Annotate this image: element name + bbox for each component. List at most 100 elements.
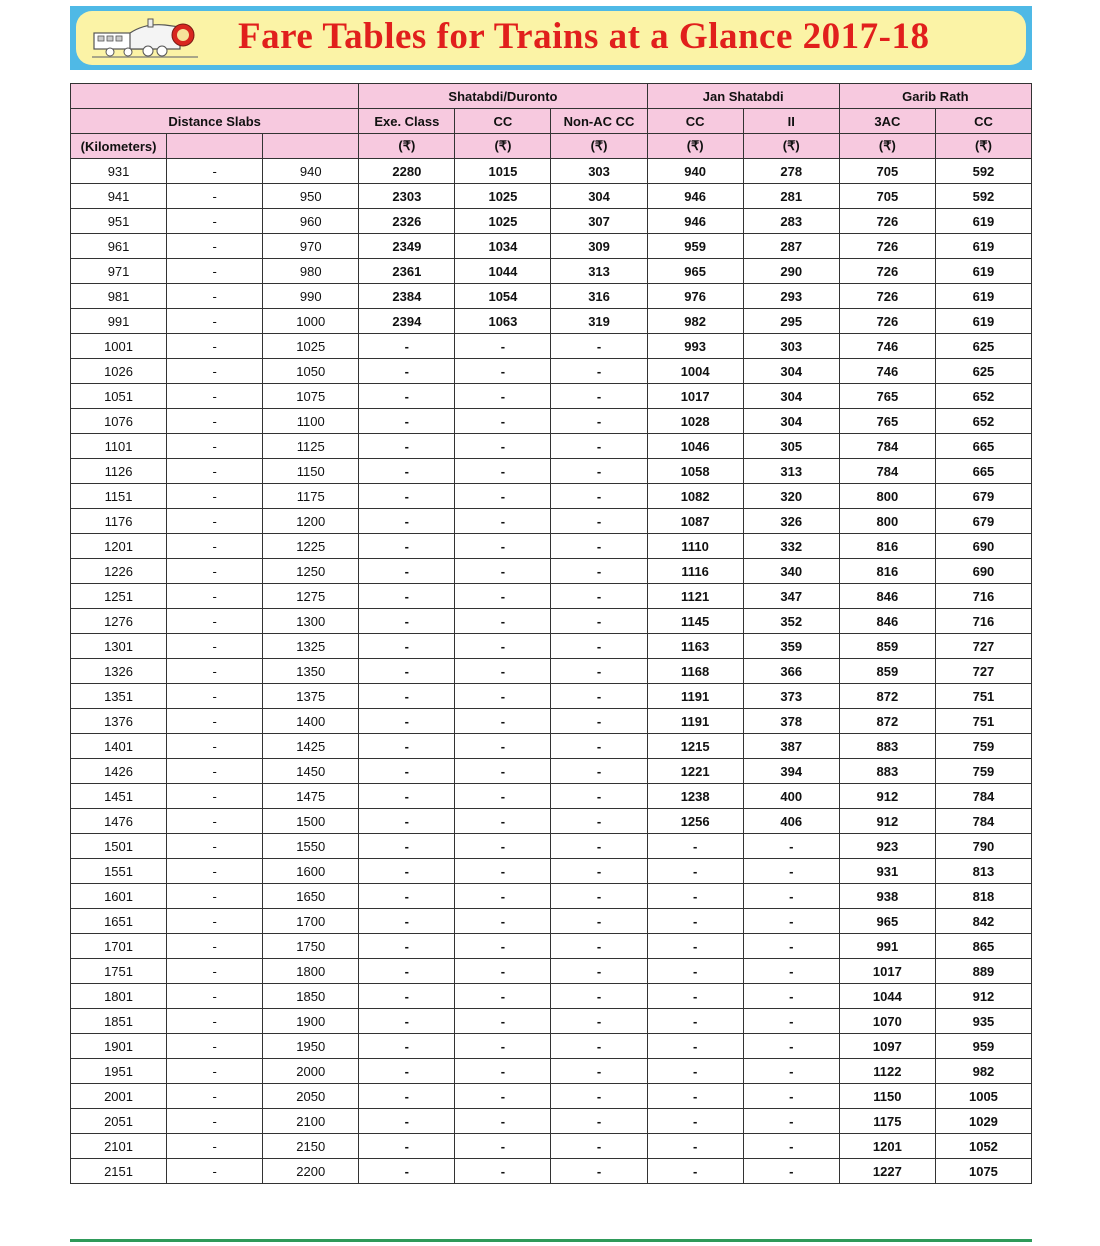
range-dash: - (166, 533, 264, 559)
shatabdi-cc-cell: - (454, 783, 552, 809)
table-row: 1201-1225- - -1110 332 816 690 (69, 533, 1033, 559)
shatabdi-cc-cell: 1025 (454, 208, 552, 234)
from-km-cell: 1701 (69, 933, 168, 959)
to-km-cell: 1450 (262, 758, 360, 784)
shatabdi-exe-cell: - (358, 708, 456, 734)
shatabdi-cc-cell: - (454, 433, 552, 459)
table-row: 1351-1375- - -1191 373 872 751 (69, 683, 1033, 709)
range-dash: - (166, 508, 264, 534)
from-km-cell: 1176 (69, 508, 168, 534)
garib-3ac-cell: 1150 (838, 1083, 936, 1109)
table-row: 1426-1450- - -1221 394 883 759 (69, 758, 1033, 784)
shatabdi-nonac-cc-cell: - (550, 408, 648, 434)
jan-ii-cell: 320 (742, 483, 840, 509)
jan-cc-cell: 976 (646, 283, 744, 309)
shatabdi-nonac-cc-cell: - (550, 658, 648, 684)
jan-cc-cell: 1168 (646, 658, 744, 684)
jan-ii-cell: 290 (742, 258, 840, 284)
garib-cc-cell: 679 (934, 483, 1033, 509)
shatabdi-cc-cell: 1015 (454, 158, 552, 184)
range-dash: - (166, 383, 264, 409)
class-header: CC (646, 108, 744, 134)
garib-cc-cell: 1029 (934, 1108, 1033, 1134)
range-dash: - (166, 808, 264, 834)
shatabdi-exe-cell: - (358, 933, 456, 959)
garib-cc-cell: 625 (934, 333, 1033, 359)
shatabdi-nonac-cc-cell: 313 (550, 258, 648, 284)
from-km-cell: 1326 (69, 658, 168, 684)
table-row: 1001-1025- - -993 303 746 625 (69, 333, 1033, 359)
jan-cc-cell: - (646, 1083, 744, 1109)
from-km-cell: 1426 (69, 758, 168, 784)
shatabdi-nonac-cc-cell: - (550, 708, 648, 734)
table-row: 1751-1800- - - - -1017 889 (69, 958, 1033, 984)
from-km-cell: 1001 (69, 333, 168, 359)
jan-cc-cell: 1256 (646, 808, 744, 834)
from-km-cell: 961 (69, 233, 168, 259)
shatabdi-exe-cell: 2394 (358, 308, 456, 334)
shatabdi-nonac-cc-cell: - (550, 533, 648, 559)
shatabdi-exe-cell: - (358, 358, 456, 384)
from-km-cell: 1126 (69, 458, 168, 484)
from-km-cell: 1051 (69, 383, 168, 409)
table-row: 1151-1175- - -1082 320 800 679 (69, 483, 1033, 509)
garib-3ac-cell: 859 (838, 633, 936, 659)
from-km-cell: 1901 (69, 1033, 168, 1059)
garib-cc-cell: 619 (934, 283, 1033, 309)
jan-cc-cell: 1058 (646, 458, 744, 484)
table-row: 1251-1275- - -1121 347 846 716 (69, 583, 1033, 609)
jan-ii-cell: - (742, 858, 840, 884)
from-km-cell: 1026 (69, 358, 168, 384)
from-km-cell: 1276 (69, 608, 168, 634)
jan-ii-cell: 359 (742, 633, 840, 659)
jan-ii-cell: 332 (742, 533, 840, 559)
shatabdi-nonac-cc-cell: 303 (550, 158, 648, 184)
to-km-cell: 1550 (262, 833, 360, 859)
to-km-cell: 1300 (262, 608, 360, 634)
jan-cc-cell: 1046 (646, 433, 744, 459)
currency-unit: (₹) (550, 133, 648, 159)
shatabdi-nonac-cc-cell: - (550, 758, 648, 784)
jan-ii-cell: - (742, 833, 840, 859)
shatabdi-nonac-cc-cell: - (550, 1108, 648, 1134)
range-dash: - (166, 608, 264, 634)
shatabdi-cc-cell: - (454, 883, 552, 909)
shatabdi-exe-cell: - (358, 658, 456, 684)
table-row: 1551-1600- - - - -931 813 (69, 858, 1033, 884)
range-dash: - (166, 158, 264, 184)
range-dash: - (166, 408, 264, 434)
shatabdi-nonac-cc-cell: - (550, 383, 648, 409)
jan-cc-cell: - (646, 833, 744, 859)
shatabdi-cc-cell: - (454, 958, 552, 984)
garib-3ac-cell: 923 (838, 833, 936, 859)
jan-cc-cell: 1082 (646, 483, 744, 509)
from-km-cell: 1601 (69, 883, 168, 909)
shatabdi-nonac-cc-cell: - (550, 333, 648, 359)
shatabdi-cc-cell: 1054 (454, 283, 552, 309)
jan-cc-cell: 1191 (646, 683, 744, 709)
shatabdi-cc-cell: - (454, 758, 552, 784)
table-row: 1101-1125- - -1046 305 784 665 (69, 433, 1033, 459)
shatabdi-nonac-cc-cell: - (550, 983, 648, 1009)
jan-cc-cell: - (646, 1108, 744, 1134)
jan-cc-cell: 1238 (646, 783, 744, 809)
garib-cc-cell: 1075 (934, 1158, 1033, 1184)
garib-3ac-cell: 1017 (838, 958, 936, 984)
shatabdi-exe-cell: 2303 (358, 183, 456, 209)
to-km-cell: 1200 (262, 508, 360, 534)
table-row: 1501-1550- - - - -923 790 (69, 833, 1033, 859)
garib-3ac-cell: 726 (838, 308, 936, 334)
shatabdi-cc-cell: - (454, 833, 552, 859)
jan-ii-cell: 326 (742, 508, 840, 534)
garib-3ac-cell: 883 (838, 733, 936, 759)
shatabdi-nonac-cc-cell: - (550, 458, 648, 484)
jan-cc-cell: - (646, 933, 744, 959)
from-km-cell: 1351 (69, 683, 168, 709)
range-dash: - (166, 208, 264, 234)
garib-cc-cell: 842 (934, 908, 1033, 934)
shatabdi-exe-cell: - (358, 1133, 456, 1159)
garib-3ac-cell: 991 (838, 933, 936, 959)
garib-cc-cell: 790 (934, 833, 1033, 859)
garib-cc-cell: 889 (934, 958, 1033, 984)
from-km-cell: 1151 (69, 483, 168, 509)
